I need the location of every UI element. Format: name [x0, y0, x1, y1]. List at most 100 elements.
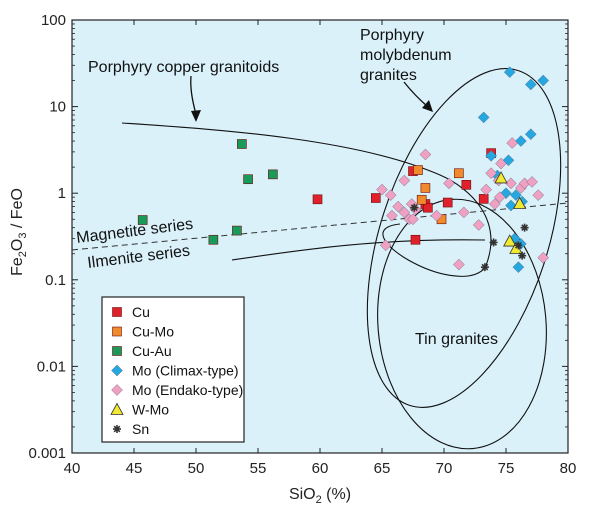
- x-tick-label: 45: [126, 460, 143, 477]
- data-point-mo-endako-type: [419, 148, 432, 161]
- data-point-mo-endako-type: [458, 206, 470, 219]
- y-tick-label: 1: [58, 185, 66, 202]
- data-point-mo-climax-type: [510, 189, 522, 201]
- data-point-sn: [489, 238, 498, 247]
- data-point-sn: [514, 241, 523, 250]
- data-point-mo-climax-type: [485, 150, 497, 162]
- data-point-mo-endako-type: [505, 177, 517, 190]
- data-point-mo-endako-type: [430, 209, 443, 222]
- legend-label-cu-au: Cu-Au: [132, 343, 172, 359]
- data-point-mo-endako-type: [453, 258, 465, 271]
- porphyry-molybdenum-label-line2: molybdenum: [360, 47, 452, 64]
- legend-marker-mo-climax-type: [111, 364, 123, 377]
- legend-marker-cu: [112, 307, 122, 317]
- data-point-sn: [518, 251, 527, 260]
- y-axis-title: Fe2O3 / FeO: [9, 188, 29, 276]
- legend-marker-cu-mo: [112, 326, 122, 337]
- data-point-cu: [370, 193, 381, 203]
- data-point-cu: [442, 197, 453, 208]
- data-point-mo-endako-type: [480, 183, 492, 196]
- data-point-cu-mo: [454, 168, 464, 179]
- y-tick-label: 0.1: [45, 272, 66, 289]
- data-point-mo-climax-type: [477, 111, 490, 124]
- porphyry-molybdenum-label-line3: granites: [360, 67, 417, 84]
- data-point-mo-endako-type: [526, 176, 538, 188]
- data-point-cu-au: [237, 139, 247, 149]
- x-tick-label: 70: [436, 460, 453, 477]
- porphyry-molybdenum-arrowhead: [422, 100, 433, 112]
- data-point-mo-endako-type: [398, 174, 411, 187]
- data-point-mo-endako-type: [506, 137, 518, 149]
- data-point-mo-endako-type: [485, 167, 497, 180]
- legend: Cu Cu-Mo Cu-Au Mo (Climax-type) Mo (Endako-t…: [101, 296, 245, 443]
- porphyry-copper-arrow: [190, 75, 197, 115]
- magnetite-ilmenite-line: [71, 202, 569, 251]
- data-point-cu-mo: [420, 183, 431, 193]
- data-point-cu: [478, 194, 489, 204]
- data-point-mo-endako-type: [532, 189, 545, 201]
- data-point-cu-au: [232, 225, 242, 236]
- legend-label-mo-climax-type: Mo (Climax-type): [132, 363, 239, 379]
- data-point-mo-endako-type: [384, 189, 397, 201]
- data-point-w-mo: [494, 171, 508, 184]
- data-point-w-mo: [503, 234, 517, 247]
- data-point-mo-endako-type: [398, 206, 411, 219]
- data-point-mo-endako-type: [443, 177, 455, 190]
- data-point-mo-endako-type: [537, 251, 549, 264]
- data-point-mo-endako-type: [407, 213, 419, 226]
- x-tick-label: 55: [250, 460, 267, 477]
- data-point-cu-au: [208, 234, 219, 245]
- legend-label-sn: Sn: [132, 421, 149, 437]
- data-point-mo-endako-type: [386, 209, 398, 222]
- legend-marker-w-mo: [110, 402, 124, 415]
- y-tick-label: 0.01: [37, 358, 66, 375]
- data-point-cu-mo: [413, 165, 423, 175]
- data-point-mo-endako-type: [379, 239, 392, 252]
- legend-label-cu: Cu: [132, 304, 150, 320]
- data-point-cu: [410, 234, 421, 245]
- data-point-mo-endako-type: [472, 219, 485, 231]
- data-point-cu-au: [268, 169, 278, 180]
- y-tick-label: 100: [41, 12, 66, 29]
- data-point-mo-endako-type: [489, 198, 501, 210]
- legend-label-w-mo: W-Mo: [132, 402, 169, 418]
- data-point-mo-climax-type: [537, 74, 549, 87]
- data-point-mo-climax-type: [525, 78, 537, 91]
- data-point-mo-climax-type: [515, 135, 527, 147]
- plot-frame: [71, 19, 569, 454]
- data-point-sn: [480, 263, 489, 272]
- y-tick-label: 0.001: [28, 445, 66, 462]
- x-tick-label: 60: [312, 460, 329, 477]
- porphyry-copper-label: Porphyry copper granitoids: [88, 59, 279, 76]
- data-point-mo-endako-type: [376, 183, 388, 196]
- data-point-cu: [461, 180, 472, 190]
- points-layer: [137, 66, 549, 273]
- data-point-cu-mo: [416, 194, 427, 205]
- data-point-mo-climax-type: [525, 128, 537, 140]
- x-tick-label: 40: [64, 460, 81, 477]
- legend-box: [101, 296, 245, 443]
- legend-marker-cu-au: [112, 346, 122, 356]
- data-point-mo-climax-type: [503, 66, 516, 78]
- porphyry-molybdenum-label-line1: Porphyry: [360, 27, 424, 44]
- data-point-sn: [520, 223, 529, 232]
- data-point-mo-endako-type: [392, 200, 404, 213]
- data-point-mo-endako-type: [494, 191, 506, 203]
- legend-marker-sn: [113, 425, 121, 433]
- data-point-cu-au: [243, 174, 253, 185]
- data-point-mo-endako-type: [495, 157, 507, 170]
- y-tick-label: 10: [49, 99, 66, 116]
- legend-marker-mo-endako-type: [111, 384, 123, 396]
- x-tick-label: 65: [374, 460, 391, 477]
- data-point-mo-climax-type: [505, 199, 517, 212]
- legend-label-mo-endako-type: Mo (Endako-type): [132, 382, 243, 398]
- data-point-sn: [410, 203, 419, 212]
- legend-label-cu-mo: Cu-Mo: [132, 324, 174, 340]
- data-point-mo-climax-type: [512, 261, 525, 273]
- tin-granites-label: Tin granites: [415, 331, 498, 348]
- ilmenite-boundary: [231, 239, 486, 261]
- x-tick-label: 75: [498, 460, 515, 477]
- porphyry-copper-arrowhead: [191, 110, 201, 122]
- data-point-cu: [423, 202, 433, 213]
